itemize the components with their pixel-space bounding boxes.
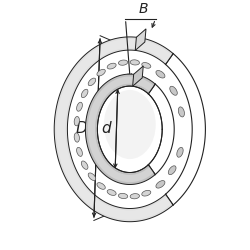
Ellipse shape bbox=[107, 63, 116, 69]
Ellipse shape bbox=[97, 69, 105, 76]
Ellipse shape bbox=[130, 60, 140, 65]
Ellipse shape bbox=[170, 86, 177, 95]
Ellipse shape bbox=[76, 148, 82, 156]
Ellipse shape bbox=[76, 102, 82, 111]
Ellipse shape bbox=[81, 89, 88, 98]
Ellipse shape bbox=[74, 116, 80, 126]
Text: d: d bbox=[101, 121, 110, 136]
Polygon shape bbox=[98, 86, 162, 172]
Ellipse shape bbox=[74, 133, 80, 142]
Ellipse shape bbox=[130, 194, 140, 199]
Ellipse shape bbox=[142, 62, 151, 68]
Ellipse shape bbox=[178, 107, 184, 117]
Polygon shape bbox=[86, 74, 155, 184]
Ellipse shape bbox=[156, 70, 165, 78]
Ellipse shape bbox=[81, 161, 88, 169]
Text: B: B bbox=[138, 2, 148, 16]
Ellipse shape bbox=[142, 190, 151, 196]
Ellipse shape bbox=[88, 78, 96, 86]
Ellipse shape bbox=[88, 173, 96, 180]
Ellipse shape bbox=[177, 147, 183, 157]
Ellipse shape bbox=[107, 190, 116, 196]
Ellipse shape bbox=[97, 183, 105, 189]
Ellipse shape bbox=[118, 193, 128, 198]
Polygon shape bbox=[54, 37, 173, 222]
Text: D: D bbox=[76, 120, 88, 136]
Ellipse shape bbox=[118, 60, 128, 65]
Ellipse shape bbox=[156, 180, 165, 188]
Polygon shape bbox=[56, 39, 172, 220]
Polygon shape bbox=[135, 29, 146, 50]
Polygon shape bbox=[132, 66, 143, 86]
Ellipse shape bbox=[104, 90, 156, 159]
Ellipse shape bbox=[168, 166, 176, 175]
Polygon shape bbox=[88, 76, 154, 182]
